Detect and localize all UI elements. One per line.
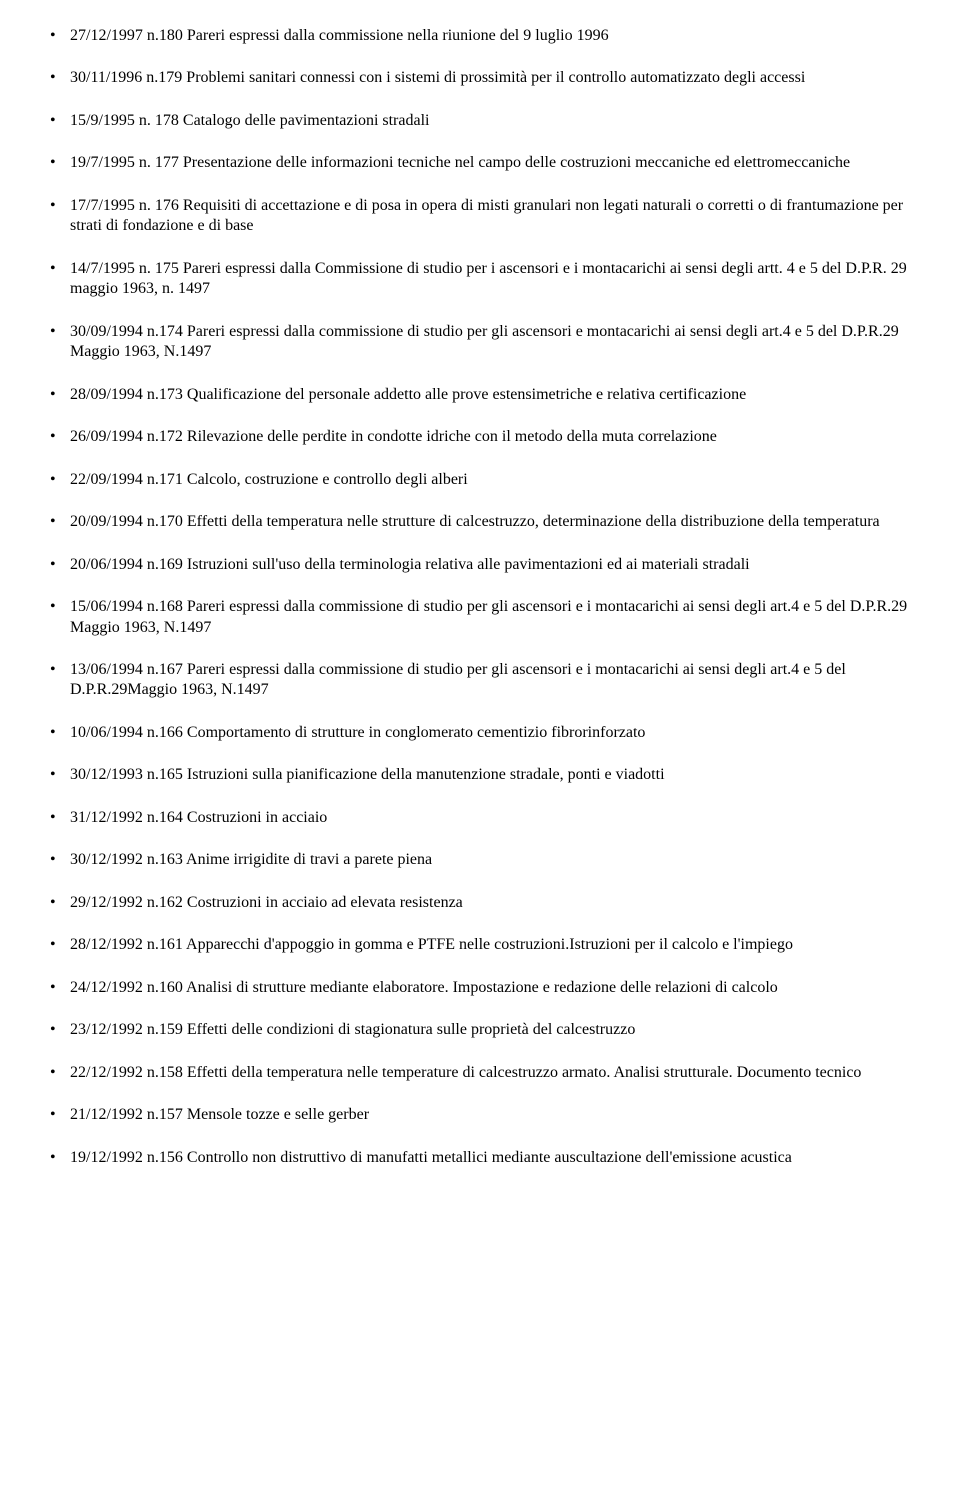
list-item: 24/12/1992 n.160 Analisi di strutture me…: [40, 978, 920, 998]
entry-text: 30/11/1996 n.179 Problemi sanitari conne…: [70, 69, 805, 86]
entry-text: 14/7/1995 n. 175 Pareri espressi dalla C…: [70, 260, 907, 297]
document-entry-list: 27/12/1997 n.180 Pareri espressi dalla c…: [40, 26, 920, 1168]
entry-text: 21/12/1992 n.157 Mensole tozze e selle g…: [70, 1106, 369, 1123]
entry-text: 17/7/1995 n. 176 Requisiti di accettazio…: [70, 197, 903, 234]
entry-text: 10/06/1994 n.166 Comportamento di strutt…: [70, 724, 645, 741]
list-item: 20/06/1994 n.169 Istruzioni sull'uso del…: [40, 555, 920, 575]
entry-text: 15/9/1995 n. 178 Catalogo delle paviment…: [70, 112, 429, 129]
list-item: 20/09/1994 n.170 Effetti della temperatu…: [40, 512, 920, 532]
list-item: 23/12/1992 n.159 Effetti delle condizion…: [40, 1020, 920, 1040]
entry-text: 30/12/1993 n.165 Istruzioni sulla pianif…: [70, 766, 665, 783]
entry-text: 23/12/1992 n.159 Effetti delle condizion…: [70, 1021, 635, 1038]
list-item: 30/12/1992 n.163 Anime irrigidite di tra…: [40, 850, 920, 870]
list-item: 13/06/1994 n.167 Pareri espressi dalla c…: [40, 660, 920, 701]
list-item: 26/09/1994 n.172 Rilevazione delle perdi…: [40, 427, 920, 447]
list-item: 22/09/1994 n.171 Calcolo, costruzione e …: [40, 470, 920, 490]
entry-text: 20/06/1994 n.169 Istruzioni sull'uso del…: [70, 556, 750, 573]
list-item: 10/06/1994 n.166 Comportamento di strutt…: [40, 723, 920, 743]
entry-text: 22/12/1992 n.158 Effetti della temperatu…: [70, 1064, 861, 1081]
list-item: 29/12/1992 n.162 Costruzioni in acciaio …: [40, 893, 920, 913]
list-item: 21/12/1992 n.157 Mensole tozze e selle g…: [40, 1105, 920, 1125]
list-item: 27/12/1997 n.180 Pareri espressi dalla c…: [40, 26, 920, 46]
list-item: 28/09/1994 n.173 Qualificazione del pers…: [40, 385, 920, 405]
list-item: 14/7/1995 n. 175 Pareri espressi dalla C…: [40, 259, 920, 300]
list-item: 17/7/1995 n. 176 Requisiti di accettazio…: [40, 196, 920, 237]
list-item: 28/12/1992 n.161 Apparecchi d'appoggio i…: [40, 935, 920, 955]
list-item: 30/11/1996 n.179 Problemi sanitari conne…: [40, 68, 920, 88]
list-item: 30/12/1993 n.165 Istruzioni sulla pianif…: [40, 765, 920, 785]
list-item: 30/09/1994 n.174 Pareri espressi dalla c…: [40, 322, 920, 363]
entry-text: 28/09/1994 n.173 Qualificazione del pers…: [70, 386, 746, 403]
entry-text: 27/12/1997 n.180 Pareri espressi dalla c…: [70, 27, 609, 44]
entry-text: 28/12/1992 n.161 Apparecchi d'appoggio i…: [70, 936, 793, 953]
entry-text: 20/09/1994 n.170 Effetti della temperatu…: [70, 513, 880, 530]
entry-text: 24/12/1992 n.160 Analisi di strutture me…: [70, 979, 778, 996]
list-item: 15/9/1995 n. 178 Catalogo delle paviment…: [40, 111, 920, 131]
entry-text: 15/06/1994 n.168 Pareri espressi dalla c…: [70, 598, 907, 635]
entry-text: 13/06/1994 n.167 Pareri espressi dalla c…: [70, 661, 846, 698]
entry-text: 30/12/1992 n.163 Anime irrigidite di tra…: [70, 851, 432, 868]
list-item: 22/12/1992 n.158 Effetti della temperatu…: [40, 1063, 920, 1083]
entry-text: 26/09/1994 n.172 Rilevazione delle perdi…: [70, 428, 717, 445]
entry-text: 19/7/1995 n. 177 Presentazione delle inf…: [70, 154, 850, 171]
list-item: 31/12/1992 n.164 Costruzioni in acciaio: [40, 808, 920, 828]
entry-text: 31/12/1992 n.164 Costruzioni in acciaio: [70, 809, 327, 826]
entry-text: 29/12/1992 n.162 Costruzioni in acciaio …: [70, 894, 463, 911]
entry-text: 30/09/1994 n.174 Pareri espressi dalla c…: [70, 323, 899, 360]
entry-text: 19/12/1992 n.156 Controllo non distrutti…: [70, 1149, 792, 1166]
list-item: 19/7/1995 n. 177 Presentazione delle inf…: [40, 153, 920, 173]
list-item: 15/06/1994 n.168 Pareri espressi dalla c…: [40, 597, 920, 638]
entry-text: 22/09/1994 n.171 Calcolo, costruzione e …: [70, 471, 468, 488]
list-item: 19/12/1992 n.156 Controllo non distrutti…: [40, 1148, 920, 1168]
